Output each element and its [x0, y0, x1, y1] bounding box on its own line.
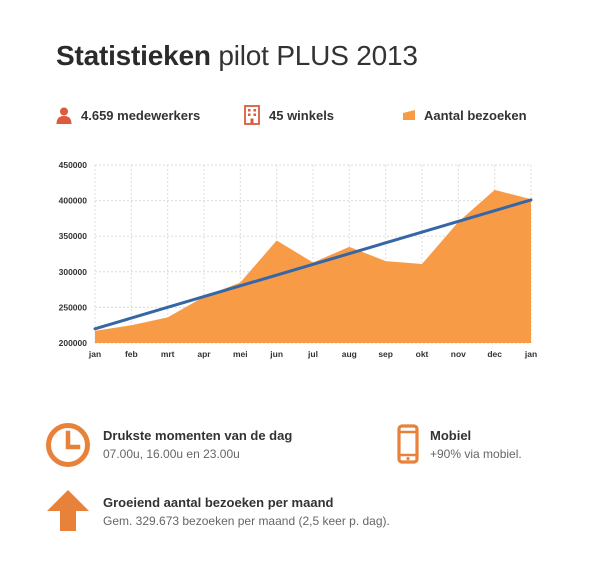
building-icon — [244, 105, 260, 125]
growth-text: Gem. 329.673 bezoeken per maand (2,5 kee… — [103, 514, 390, 528]
person-icon — [56, 107, 72, 124]
x-tick-label: feb — [125, 349, 138, 359]
x-tick-label: mrt — [161, 349, 175, 359]
legend-swatch — [403, 110, 415, 120]
busy-moments-text: 07.00u, 16.00u en 23.00u — [103, 447, 240, 461]
busy-moments-title: Drukste momenten van de dag — [103, 428, 293, 443]
y-tick-label: 450000 — [59, 160, 88, 170]
stores-count: 45 winkels — [269, 107, 335, 123]
y-tick-label: 350000 — [59, 231, 88, 241]
x-tick-label: aug — [342, 349, 357, 359]
y-tick-label: 200000 — [59, 338, 88, 348]
legend-label: Aantal bezoeken — [424, 107, 527, 123]
visits-chart: 200000 250000 300000 350000 400000 450000 jan… — [59, 160, 538, 359]
visits-area — [95, 189, 531, 343]
mobile-title: Mobiel — [430, 428, 472, 443]
x-tick-label: apr — [197, 349, 211, 359]
x-tick-label: jul — [307, 349, 318, 359]
x-tick-label: jan — [524, 349, 537, 359]
page-title: Statistieken pilot PLUS 2013 — [56, 40, 418, 72]
y-tick-label: 400000 — [59, 196, 88, 206]
mobile-phone-icon — [397, 424, 419, 464]
x-tick-label: okt — [416, 349, 429, 359]
x-tick-label: jan — [88, 349, 101, 359]
x-tick-label: mei — [233, 349, 248, 359]
title-light: pilot PLUS 2013 — [218, 40, 418, 71]
employees-count: 4.659 medewerkers — [81, 107, 201, 123]
employees-stat: 4.659 medewerkers — [56, 104, 200, 126]
stores-stat: 45 winkels — [244, 104, 334, 126]
title-bold: Statistieken — [56, 40, 211, 71]
x-tick-label: sep — [378, 349, 393, 359]
growth-title: Groeiend aantal bezoeken per maand — [103, 495, 334, 510]
x-tick-label: dec — [487, 349, 502, 359]
arrow-up-icon — [47, 490, 89, 531]
x-tick-label: nov — [451, 349, 466, 359]
trend-line — [93, 198, 533, 331]
mobile-text: +90% via mobiel. — [430, 447, 522, 461]
y-tick-label: 300000 — [59, 267, 88, 277]
chart-legend: Aantal bezoeken — [403, 104, 527, 126]
y-tick-label: 250000 — [59, 302, 88, 312]
clock-icon — [46, 423, 90, 467]
x-tick-label: jun — [269, 349, 283, 359]
